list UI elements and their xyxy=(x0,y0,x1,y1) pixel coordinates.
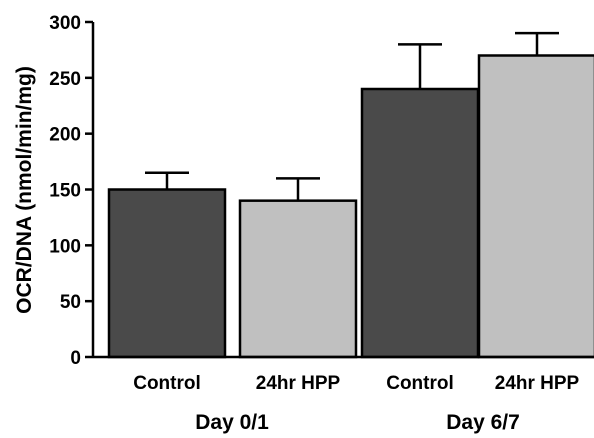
category-label-3: 24hr HPP xyxy=(495,373,580,394)
bar-3 xyxy=(477,54,594,359)
y-tick-label-50: 50 xyxy=(60,292,81,313)
category-label-0: Control xyxy=(133,373,201,394)
group-label-1: Day 6/7 xyxy=(446,411,520,434)
y-tick-label-0: 0 xyxy=(70,348,81,369)
bar-1 xyxy=(238,199,358,359)
category-label-1: 24hr HPP xyxy=(256,373,341,394)
bar-2 xyxy=(360,87,480,359)
bar-0 xyxy=(107,188,227,359)
y-tick-label-100: 100 xyxy=(49,236,81,257)
category-label-2: Control xyxy=(386,373,454,394)
group-label-0: Day 0/1 xyxy=(195,411,269,434)
y-tick-label-250: 250 xyxy=(49,69,81,90)
y-axis-title: OCR/DNA (nmol/min/mg) xyxy=(13,66,36,314)
y-tick-label-150: 150 xyxy=(49,181,81,202)
y-tick-label-300: 300 xyxy=(49,13,81,34)
y-tick-label-200: 200 xyxy=(49,125,81,146)
